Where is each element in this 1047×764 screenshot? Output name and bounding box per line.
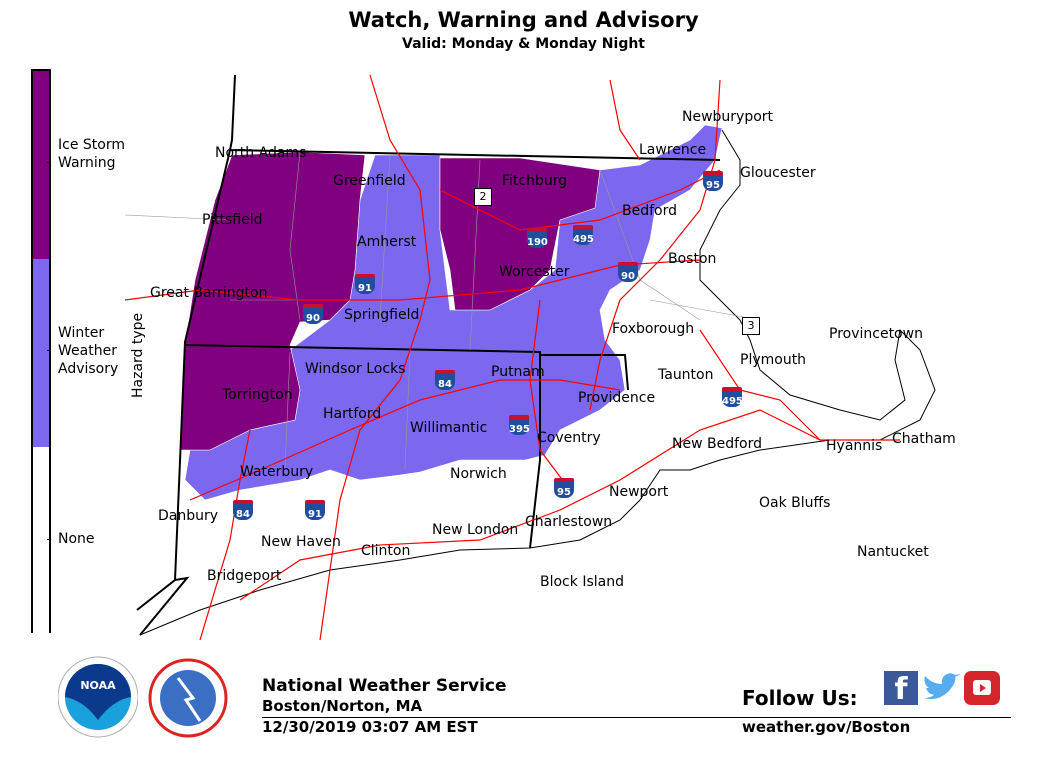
interstate-shield-icon: 190: [527, 228, 548, 248]
city-label: Nantucket: [857, 544, 929, 560]
city-label: Greenfield: [333, 173, 406, 189]
interstate-shield-icon: 84: [435, 370, 455, 390]
interstate-shield-icon: 91: [305, 500, 325, 520]
footer-org: National Weather Service: [262, 676, 507, 696]
legend-swatch-none: [33, 447, 49, 633]
twitter-icon[interactable]: [922, 672, 962, 706]
city-label: New London: [432, 522, 519, 538]
footer-timestamp: 12/30/2019 03:07 AM EST: [262, 718, 478, 736]
city-label: Willimantic: [410, 420, 488, 436]
city-label: Worcester: [499, 264, 570, 280]
city-label: Amherst: [357, 234, 417, 250]
city-label: Pittsfield: [202, 212, 263, 228]
interstate-shield-icon: 84: [233, 500, 253, 520]
legend-swatch-winter-advisory: [33, 259, 49, 447]
city-label: New Bedford: [672, 436, 762, 452]
route-2-marker: 2: [474, 188, 492, 206]
city-label: Chatham: [892, 431, 956, 447]
legend-colorbar: [31, 69, 51, 633]
city-label: Lawrence: [639, 142, 707, 158]
footer-office: Boston/Norton, MA: [262, 697, 423, 715]
city-label: Springfield: [344, 307, 420, 323]
interstate-shield-icon: 95: [703, 171, 723, 191]
city-label: Block Island: [540, 574, 624, 590]
city-label: Oak Bluffs: [759, 495, 831, 511]
follow-us-label: Follow Us:: [742, 686, 858, 710]
map-title: Watch, Warning and Advisory: [348, 8, 699, 32]
city-label: New Haven: [261, 534, 341, 550]
city-label: North Adams: [215, 145, 307, 161]
city-label: Fitchburg: [502, 173, 568, 189]
city-label: Hartford: [323, 406, 382, 422]
city-label: Coventry: [537, 430, 601, 446]
interstate-shield-icon: 495: [722, 387, 743, 407]
interstate-shield-icon: 91: [355, 274, 375, 294]
city-label: Norwich: [450, 466, 507, 482]
nws-logo: [148, 658, 228, 738]
city-label: Bedford: [622, 203, 677, 219]
legend-label-ice: Ice Storm Warning: [58, 137, 125, 171]
city-label: Waterbury: [240, 464, 314, 480]
city-label: Windsor Locks: [305, 361, 406, 377]
city-label: Great Barrington: [150, 285, 268, 301]
city-label: Newport: [609, 484, 669, 500]
city-label: Torrington: [222, 387, 293, 403]
city-label: Charlestown: [525, 514, 613, 530]
legend-label-none: None: [58, 531, 95, 547]
footer-divider: [262, 717, 1011, 718]
interstate-shield-icon: 395: [509, 415, 530, 435]
city-label: Provincetown: [829, 326, 923, 342]
youtube-icon[interactable]: [964, 671, 1000, 705]
city-label: Putnam: [491, 364, 545, 380]
footer-url[interactable]: weather.gov/Boston: [742, 718, 911, 736]
city-label: Gloucester: [740, 165, 816, 181]
city-label: Providence: [578, 390, 656, 406]
interstate-shield-icon: 90: [303, 304, 323, 324]
city-label: Danbury: [158, 508, 219, 524]
state-borders: [136, 74, 721, 636]
city-label: Plymouth: [740, 352, 807, 368]
interstate-shield-icon: 90: [618, 262, 638, 282]
city-label: Clinton: [361, 543, 411, 559]
city-label: Hyannis: [826, 438, 883, 454]
coastline: [139, 129, 936, 636]
legend-label-advisory: Winter Weather Advisory: [58, 325, 119, 377]
legend-swatch-ice-storm: [33, 71, 49, 259]
svg-text:NOAA: NOAA: [80, 679, 116, 692]
city-label: Boston: [668, 251, 717, 267]
city-label: Bridgeport: [207, 568, 282, 584]
city-label: Newburyport: [682, 109, 774, 125]
noaa-logo: NOAA: [58, 656, 138, 738]
interstate-shield-icon: 495: [573, 225, 594, 245]
map-subtitle: Valid: Monday & Monday Night: [402, 36, 645, 52]
route-3-marker: 3: [742, 317, 760, 335]
city-label: Taunton: [658, 367, 714, 383]
city-label: Foxborough: [612, 321, 695, 337]
facebook-icon[interactable]: f: [884, 671, 918, 707]
interstate-shield-icon: 95: [554, 478, 574, 498]
